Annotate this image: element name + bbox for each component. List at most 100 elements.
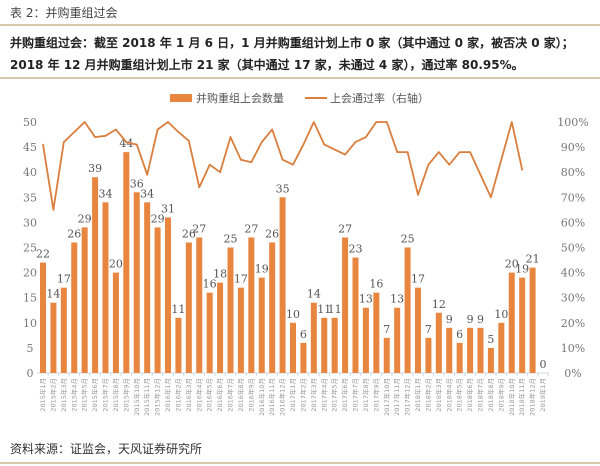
x-axis-tick-label: 2016年3月 xyxy=(184,378,193,412)
right-axis-tick-label: 50% xyxy=(561,242,585,255)
bar-value-label: 17 xyxy=(411,273,425,286)
bar xyxy=(175,317,182,373)
legend-bar-label: 并购重组上会数量 xyxy=(196,91,284,105)
right-axis-tick-label: 60% xyxy=(561,216,585,229)
x-axis-tick-label: 2016年8月 xyxy=(236,378,245,412)
bar-value-label: 13 xyxy=(359,293,373,306)
bar-value-label: 9 xyxy=(446,313,453,326)
bar-value-label: 35 xyxy=(276,182,290,195)
pass-rate-point xyxy=(406,151,409,153)
pass-rate-point xyxy=(240,158,242,161)
bar-value-label: 20 xyxy=(109,258,123,271)
x-axis-tick-label: 2017年1月 xyxy=(288,378,297,412)
bar xyxy=(185,242,192,373)
bar-value-label: 20 xyxy=(505,258,519,271)
bar-value-label: 21 xyxy=(526,253,540,266)
right-axis-tick-label: 10% xyxy=(561,342,585,355)
x-axis-tick-label: 2015年9月 xyxy=(121,378,130,412)
bottom-divider xyxy=(0,462,600,464)
pass-rate-point xyxy=(385,121,388,123)
bar-value-label: 23 xyxy=(349,243,363,256)
pass-rate-point xyxy=(344,153,346,156)
x-axis-tick-label: 2016年11月 xyxy=(267,378,276,416)
pass-rate-point xyxy=(83,121,86,123)
bar-value-label: 14 xyxy=(307,288,321,301)
pass-rate-point xyxy=(302,143,305,146)
right-axis-tick-label: 20% xyxy=(561,317,585,330)
pass-rate-point xyxy=(208,163,211,166)
x-axis-tick-label: 2017年6月 xyxy=(340,378,349,412)
bar-value-label: 25 xyxy=(401,233,415,246)
x-axis-tick-label: 2018年10月 xyxy=(507,378,516,416)
x-axis-tick-label: 2015年8月 xyxy=(111,378,120,412)
bar xyxy=(258,277,265,373)
pass-rate-point xyxy=(500,158,503,161)
bar-value-label: 26 xyxy=(67,227,81,240)
x-axis-tick-label: 2017年11月 xyxy=(392,378,401,416)
x-axis-tick-label: 2015年7月 xyxy=(101,378,110,412)
pass-rate-point xyxy=(292,163,294,166)
pass-rate-point xyxy=(510,121,513,123)
pass-rate-point xyxy=(427,163,430,166)
bar xyxy=(425,337,432,373)
x-axis-tick-label: 2015年2月 xyxy=(48,378,57,412)
x-axis-tick-label: 2016年7月 xyxy=(226,378,235,412)
x-axis-tick-label: 2017年2月 xyxy=(298,378,307,412)
pass-rate-point xyxy=(146,173,148,176)
bar xyxy=(508,272,515,373)
x-axis-tick-label: 2019年1月 xyxy=(538,378,547,412)
bar-value-label: 10 xyxy=(286,308,300,321)
bar xyxy=(279,197,286,373)
left-axis-tick-label: 0 xyxy=(27,367,34,380)
bar-value-label: 26 xyxy=(182,227,196,240)
bar-value-label: 44 xyxy=(119,137,133,150)
x-axis-tick-label: 2017年8月 xyxy=(361,378,370,412)
bar-value-label: 7 xyxy=(425,323,432,336)
pass-rate-point xyxy=(281,158,284,161)
right-axis-tick-label: 90% xyxy=(561,141,585,154)
bar-value-label: 27 xyxy=(338,222,352,235)
bar xyxy=(394,307,401,373)
bar xyxy=(519,277,526,373)
bar-value-label: 29 xyxy=(78,212,92,225)
x-axis-tick-label: 2016年2月 xyxy=(173,378,182,412)
bar-value-label: 0 xyxy=(540,358,547,371)
right-axis-tick-label: 70% xyxy=(561,191,585,204)
bar-value-label: 13 xyxy=(390,293,404,306)
bar xyxy=(362,307,369,373)
bar xyxy=(404,247,411,373)
bar-value-label: 31 xyxy=(161,202,175,215)
x-axis-tick-label: 2016年10月 xyxy=(257,378,266,416)
bar xyxy=(529,267,536,373)
right-axis-tick-label: 0% xyxy=(564,367,581,380)
pass-rate-point xyxy=(135,143,138,146)
bar xyxy=(123,152,130,373)
bar xyxy=(50,302,57,373)
bar xyxy=(248,237,255,373)
x-axis-tick-label: 2015年4月 xyxy=(69,378,78,412)
pass-rate-point xyxy=(198,186,201,189)
bar-value-label: 11 xyxy=(328,303,342,316)
bar-value-label: 9 xyxy=(467,313,474,326)
x-axis-tick-label: 2015年6月 xyxy=(90,378,99,412)
pass-rate-point xyxy=(521,169,523,171)
pass-rate-point xyxy=(125,141,128,143)
x-axis-tick-label: 2017年12月 xyxy=(403,378,412,416)
x-axis-tick-label: 2016年12月 xyxy=(278,378,287,416)
pass-rate-point xyxy=(313,121,315,123)
bar xyxy=(342,237,349,373)
bar xyxy=(40,262,46,373)
pass-rate-point xyxy=(333,148,336,151)
pass-rate-point xyxy=(365,136,367,138)
bar-value-label: 10 xyxy=(494,308,508,321)
bar xyxy=(487,347,494,373)
bar xyxy=(269,242,276,373)
x-axis-tick-label: 2018年4月 xyxy=(444,378,453,412)
bar xyxy=(290,322,296,373)
bar-value-label: 16 xyxy=(369,278,383,291)
pass-rate-point xyxy=(229,136,232,138)
right-axis-tick-label: 30% xyxy=(561,292,585,305)
x-axis-tick-label: 2017年10月 xyxy=(382,378,391,416)
x-axis-tick-label: 2015年5月 xyxy=(80,378,89,412)
bar xyxy=(477,327,484,373)
